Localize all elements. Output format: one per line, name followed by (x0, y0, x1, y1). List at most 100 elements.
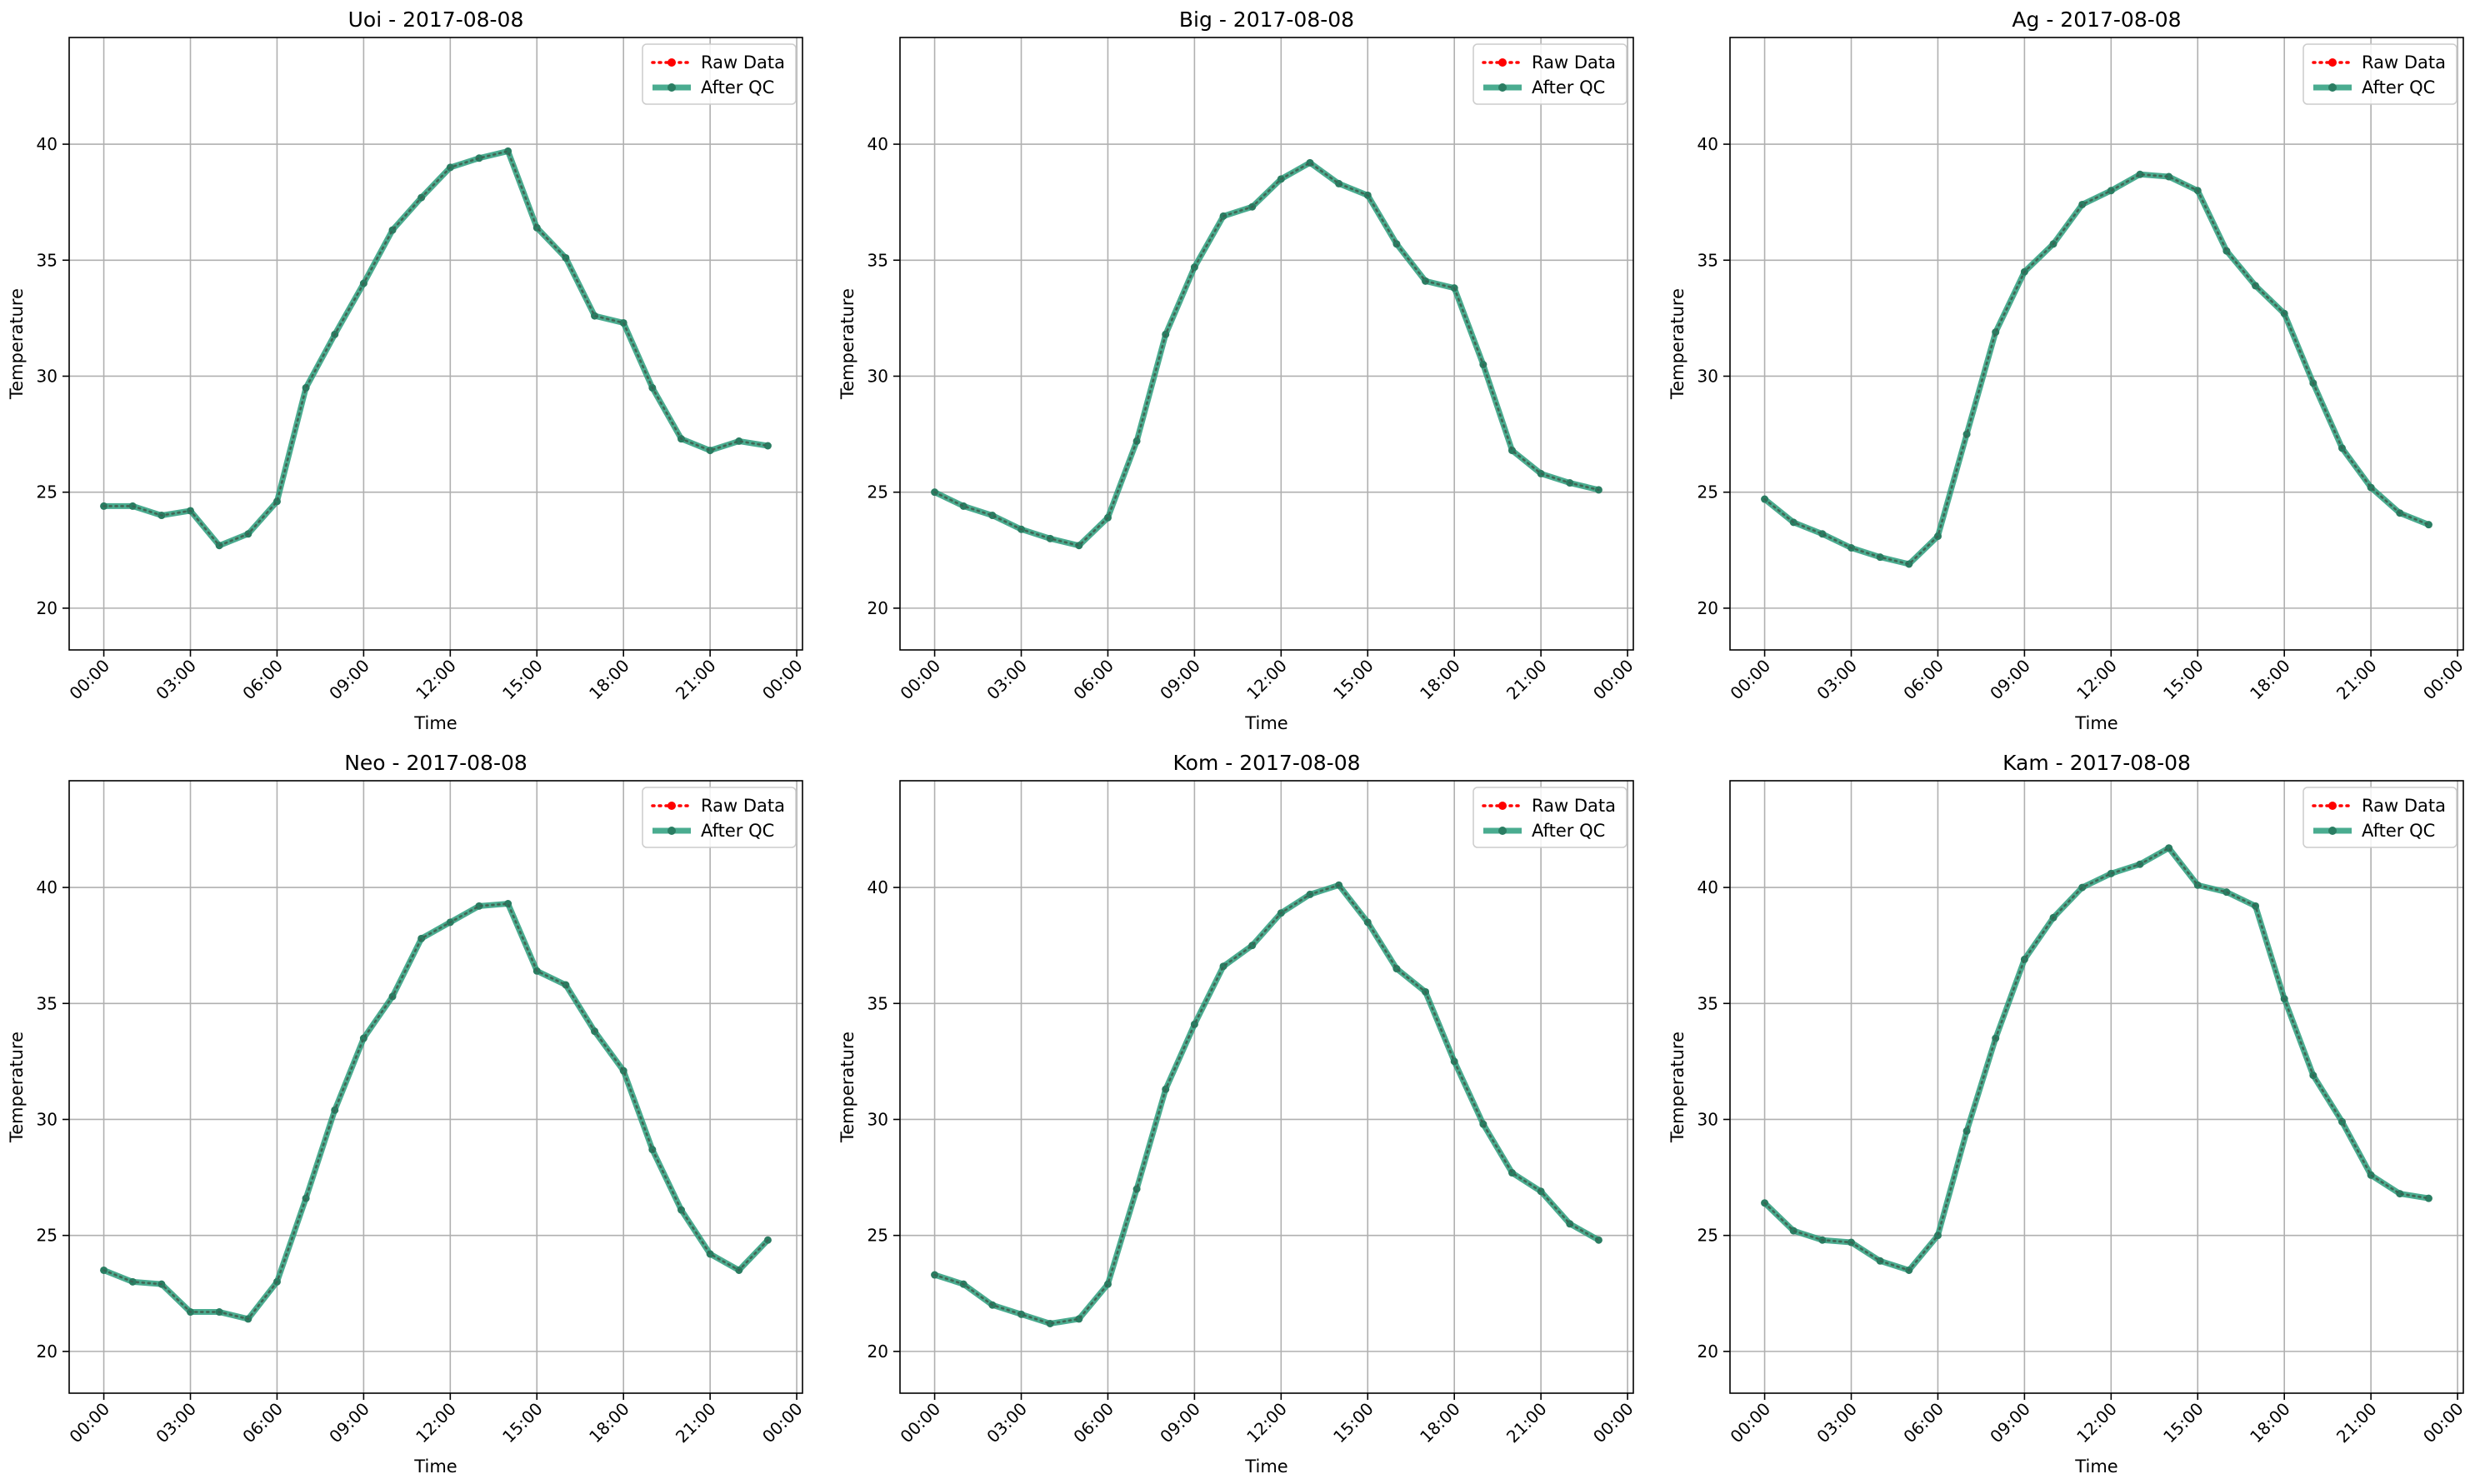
chart-title: Uoi - 2017-08-08 (348, 7, 524, 32)
y-tick-label: 30 (1698, 366, 1718, 386)
chart-title: Big - 2017-08-08 (1179, 7, 1354, 32)
x-axis-label: Time (1244, 713, 1288, 733)
x-tick-label: 00:00 (758, 656, 807, 704)
x-tick-label: 12:00 (412, 656, 460, 704)
series-after-qc-line (101, 147, 771, 549)
x-tick-label: 00:00 (1589, 656, 1638, 704)
x-tick-label: 03:00 (152, 656, 200, 704)
legend: Raw Data After QC (642, 787, 797, 848)
after-qc-point (2424, 1194, 2432, 1202)
x-tick-label: 06:00 (1069, 656, 1118, 704)
legend-marker-after-qc (668, 83, 676, 92)
y-tick-label: 30 (1698, 1109, 1718, 1129)
after-qc-point (706, 447, 714, 455)
grid (69, 37, 802, 650)
x-tick-label: 09:00 (1986, 656, 2034, 704)
legend: Raw Data After QC (2302, 43, 2458, 105)
x-tick-label: 12:00 (412, 1399, 460, 1447)
legend-label-after-qc: After QC (2362, 821, 2435, 841)
series-raw-data-markers (1761, 844, 2432, 1274)
series-raw-data-line (1763, 846, 2430, 1272)
x-tick-label: 00:00 (1726, 1399, 1774, 1447)
y-tick-label: 40 (1698, 134, 1718, 154)
series-raw-data-line (102, 149, 769, 547)
y-tick-label: 35 (37, 993, 58, 1013)
y-axis-label: Temperature (1668, 1032, 1688, 1143)
y-tick-label: 40 (37, 134, 58, 154)
legend-label-raw-data: Raw Data (1532, 52, 1616, 72)
y-tick-label: 40 (1698, 877, 1718, 897)
series-raw-data-markers (100, 147, 772, 549)
x-tick-label: 00:00 (65, 656, 113, 704)
x-tick-label: 18:00 (585, 1399, 633, 1447)
series-after-qc-markers (100, 900, 772, 1323)
series-raw-data-markers (931, 882, 1602, 1327)
x-tick-label: 21:00 (2332, 656, 2381, 704)
panel-kom: 00:00 03:00 06:00 09:00 12:00 15:00 18:00 21:00… (838, 751, 1638, 1477)
y-tick-label: 30 (37, 1109, 58, 1129)
x-tick-label: 21:00 (1502, 656, 1551, 704)
chart-title: Ag - 2017-08-08 (2012, 7, 2181, 32)
after-qc-point (1046, 1319, 1054, 1327)
x-tick-label: 06:00 (1899, 656, 1948, 704)
series-after-qc-line (1762, 171, 2432, 567)
x-tick-label: 00:00 (1726, 656, 1774, 704)
grid (900, 37, 1633, 650)
y-tick-label: 35 (868, 250, 888, 270)
legend-marker-raw-data (1498, 58, 1507, 67)
legend-label-raw-data: Raw Data (701, 52, 785, 72)
x-tick-label: 06:00 (1069, 1399, 1118, 1447)
y-axis-label: Temperature (838, 1032, 858, 1143)
series-after-qc-line (932, 159, 1602, 549)
x-tick-label: 18:00 (2246, 1399, 2294, 1447)
y-tick-label: 35 (37, 250, 58, 270)
after-qc-point (475, 154, 483, 162)
panel-uoi: 00:00 03:00 06:00 09:00 12:00 15:00 18:00 21:00… (7, 7, 807, 733)
x-axis-label: Time (2074, 713, 2118, 733)
x-tick-label: 21:00 (672, 1399, 720, 1447)
after-qc-point (959, 502, 968, 510)
grid (900, 781, 1633, 1393)
axes-frame (68, 37, 803, 651)
after-qc-point (1479, 1120, 1488, 1128)
x-tick-label: 03:00 (1812, 1399, 1861, 1447)
series-raw-data-line (933, 161, 1600, 547)
axes-frame (1729, 37, 2464, 651)
y-tick-label: 40 (37, 877, 58, 897)
x-tick-label: 21:00 (1502, 1399, 1551, 1447)
series-after-qc-markers (1761, 844, 2432, 1274)
legend: Raw Data After QC (1472, 787, 1628, 848)
legend-marker-raw-data (668, 802, 676, 810)
legend-marker-raw-data (2328, 802, 2337, 810)
legend-label-after-qc: After QC (1532, 821, 1605, 841)
x-tick-label: 00:00 (1589, 1399, 1638, 1447)
legend-label-raw-data: Raw Data (2362, 52, 2446, 72)
after-qc-point (562, 981, 570, 989)
x-tick-label: 12:00 (2072, 656, 2121, 704)
x-tick-label: 00:00 (2419, 1399, 2468, 1447)
x-tick-label: 15:00 (1329, 1399, 1378, 1447)
legend-label-after-qc: After QC (1532, 77, 1605, 97)
y-axis-label: Temperature (7, 288, 27, 400)
y-axis-label: Temperature (1668, 288, 1688, 400)
legend-label-raw-data: Raw Data (1532, 796, 1616, 816)
legend-marker-raw-data (2328, 58, 2337, 67)
y-tick-label: 40 (868, 134, 888, 154)
x-tick-label: 06:00 (1899, 1399, 1948, 1447)
x-tick-label: 03:00 (1812, 656, 1861, 704)
y-tick-label: 25 (1698, 482, 1718, 502)
y-tick-label: 35 (868, 993, 888, 1013)
series-after-qc-markers (931, 158, 1602, 550)
grid (1730, 781, 2463, 1393)
x-tick-label: 18:00 (1416, 1399, 1464, 1447)
axes-frame (68, 780, 803, 1394)
series-after-qc-markers (1761, 170, 2432, 568)
legend-label-after-qc: After QC (701, 77, 774, 97)
x-tick-label: 18:00 (1416, 656, 1464, 704)
legend-label-raw-data: Raw Data (701, 796, 785, 816)
x-tick-label: 12:00 (1242, 1399, 1291, 1447)
x-tick-label: 06:00 (238, 1399, 287, 1447)
x-tick-label: 15:00 (498, 1399, 547, 1447)
x-tick-label: 21:00 (672, 656, 720, 704)
x-tick-label: 03:00 (152, 1399, 200, 1447)
